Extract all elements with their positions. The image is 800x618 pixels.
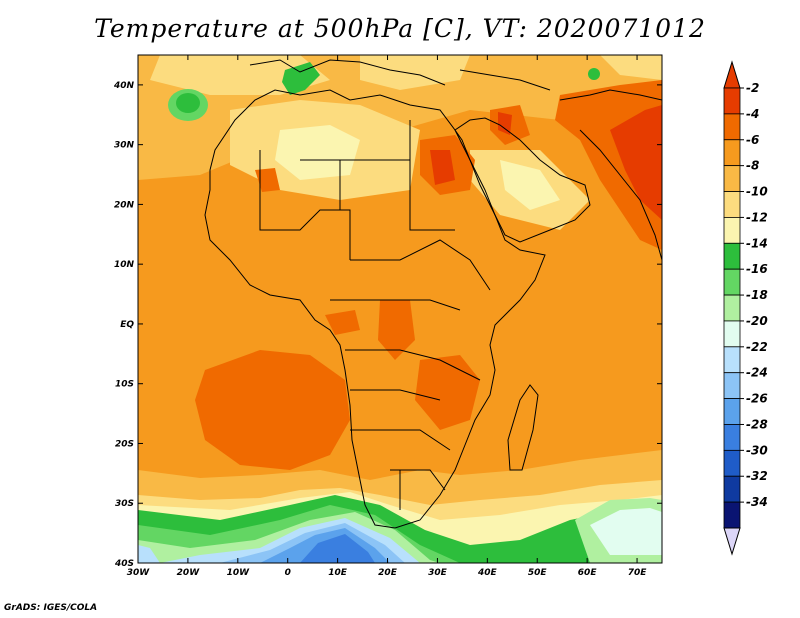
colorbar-under-triangle (723, 527, 741, 556)
lon-tick-label-0: 30W (127, 568, 151, 578)
colorbar-swatch-1 (723, 113, 741, 141)
colorbar-swatch-5 (723, 217, 741, 244)
lat-tick-label-7: 30S (115, 499, 134, 509)
colorbar-swatch-0 (723, 87, 741, 115)
colorbar-label-16: -34 (746, 495, 768, 509)
lat-tick-label-0: 40N (113, 81, 135, 91)
colorbar-label-0: -2 (746, 81, 759, 95)
lon-tick-label-10: 70E (628, 568, 648, 578)
colorbar-label-13: -28 (746, 417, 768, 431)
map-title: Temperature at 500hPa [C], VT: 202007101… (94, 14, 706, 43)
lon-tick-label-7: 40E (477, 568, 498, 578)
colorbar-swatch-4 (723, 191, 741, 218)
colorbar-label-10: -22 (746, 340, 768, 354)
lat-tick-label-4: EQ (120, 320, 134, 330)
temperature-field (138, 55, 662, 563)
colorbar-swatch-3 (723, 165, 741, 192)
lat-tick-label-2: 20N (114, 200, 135, 210)
lat-tick-label-1: 30N (114, 141, 135, 151)
lon-tick-label-3: 0 (285, 568, 291, 578)
colorbar-label-11: -24 (746, 366, 768, 380)
colorbar-label-4: -10 (746, 185, 768, 199)
lat-tick-label-8: 40S (114, 559, 134, 569)
colorbar: -2 -4 -6 -8 -10 -12 -14 -16 -18 -20 -22 -24 -26 -28 -3… (723, 60, 768, 556)
colorbar-label-14: -30 (746, 443, 768, 457)
plot-frame (137, 54, 663, 564)
lon-tick-label-4: 10E (328, 568, 348, 578)
colorbar-swatch-2 (723, 139, 741, 167)
lon-tick-label-6: 30E (428, 568, 448, 578)
lat-tick-label-6: 20S (115, 439, 134, 449)
colorbar-swatch-15 (723, 475, 741, 503)
lat-tick-label-5: 10S (115, 380, 134, 390)
colorbar-label-9: -20 (746, 314, 768, 328)
colorbar-swatch-12 (723, 398, 741, 425)
colorbar-swatch-13 (723, 424, 741, 451)
colorbar-label-2: -6 (746, 133, 759, 147)
lon-tick-label-9: 60E (578, 568, 598, 578)
lon-tick-label-8: 50E (528, 568, 548, 578)
colorbar-label-12: -26 (746, 392, 768, 406)
colorbar-swatch-16 (723, 501, 741, 529)
lon-tick-label-2: 10W (227, 568, 251, 578)
colorbar-swatch-9 (723, 320, 741, 348)
footer-credit: GrADS: IGES/COLA (4, 603, 98, 613)
colorbar-label-1: -4 (746, 107, 759, 121)
coastlines (204, 59, 662, 529)
lon-tick-label-5: 20E (378, 568, 398, 578)
colorbar-swatch-6 (723, 242, 741, 270)
colorbar-swatch-8 (723, 294, 741, 322)
colorbar-swatch-11 (723, 372, 741, 399)
colorbar-label-7: -16 (746, 262, 768, 276)
colorbar-label-3: -8 (746, 159, 759, 173)
colorbar-label-6: -14 (746, 236, 768, 250)
colorbar-swatch-14 (723, 449, 741, 477)
colorbar-swatch-7 (723, 268, 741, 296)
colorbar-label-8: -18 (746, 288, 768, 302)
map-axes: 30W 20W 10W 0 10E 20E 30E 40E 50E 60E 70E 40N 30N 20N… (113, 55, 662, 578)
colorbar-over-triangle (723, 60, 741, 89)
colorbar-label-15: -32 (746, 469, 768, 483)
colorbar-label-5: -12 (746, 210, 768, 224)
colorbar-swatch-10 (723, 346, 741, 374)
lon-tick-label-1: 20W (177, 568, 201, 578)
lat-tick-label-3: 10N (114, 260, 135, 270)
